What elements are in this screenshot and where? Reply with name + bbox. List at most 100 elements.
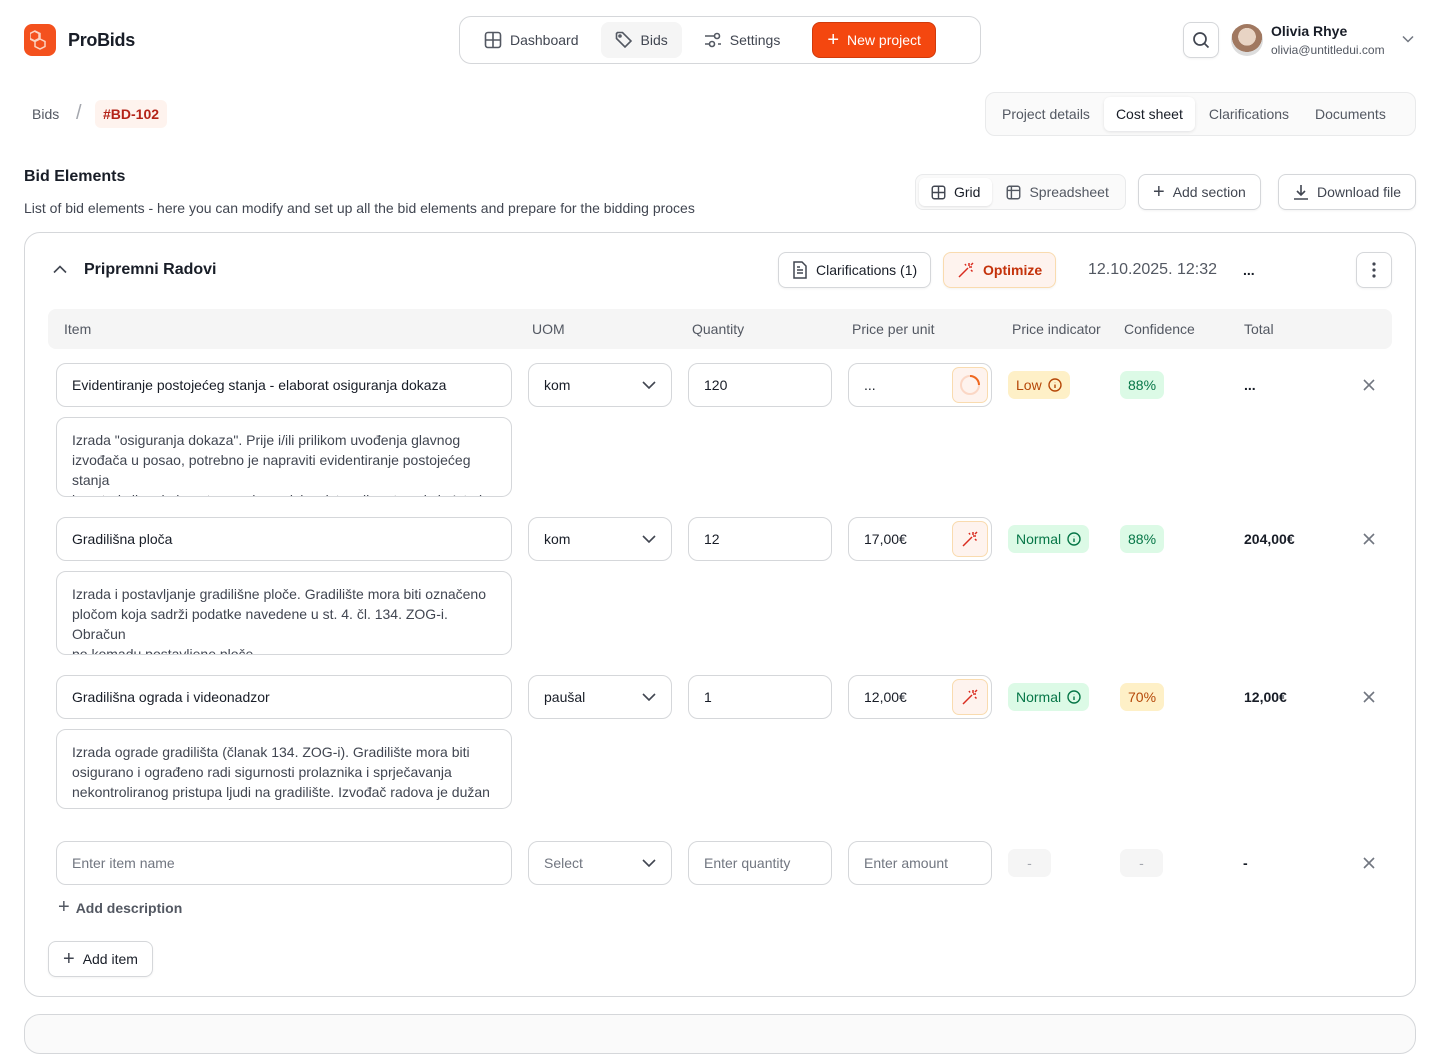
breadcrumb-current[interactable]: #BD-102	[95, 100, 168, 128]
section-timestamp: 12.10.2025. 12:32	[1088, 261, 1218, 278]
uom-select[interactable]: kom	[528, 517, 672, 561]
close-icon[interactable]	[1362, 532, 1376, 546]
item-name-input[interactable]: Enter item name	[56, 841, 512, 885]
close-icon[interactable]	[1362, 856, 1376, 870]
view-label: Grid	[954, 184, 981, 200]
chevron-up-icon[interactable]	[53, 265, 67, 274]
price-input[interactable]: 17,00€	[848, 517, 992, 561]
clarifications-button[interactable]: Clarifications (1)	[778, 252, 932, 288]
view-grid[interactable]: Grid	[919, 178, 993, 206]
grid-icon	[484, 31, 502, 49]
row-total: -	[1243, 855, 1248, 871]
add-item-button[interactable]: + Add item	[48, 941, 153, 977]
breadcrumb-bids[interactable]: Bids	[32, 106, 60, 122]
download-icon	[1294, 185, 1308, 200]
confidence-badge: -	[1120, 849, 1163, 877]
item-name-input[interactable]: Gradilišna ploča	[56, 517, 512, 561]
table-icon	[1006, 185, 1021, 199]
tag-icon	[615, 31, 632, 49]
item-description[interactable]: Izrada "osiguranja dokaza". Prije i/ili …	[56, 417, 512, 497]
add-section-button[interactable]: + Add section	[1138, 174, 1261, 210]
nav-settings[interactable]: Settings	[690, 22, 795, 58]
magic-wand-icon	[962, 689, 978, 705]
price-input[interactable]: Enter amount	[848, 841, 992, 885]
more-options-button[interactable]	[1356, 252, 1392, 288]
user-name: Olivia Rhye	[1271, 23, 1348, 39]
avatar[interactable]	[1231, 24, 1263, 56]
search-icon	[1193, 32, 1210, 49]
tab-project-details[interactable]: Project details	[1002, 106, 1090, 122]
section-card	[24, 232, 1416, 997]
item-description[interactable]: Izrada ograde gradilišta (članak 134. ZO…	[56, 729, 512, 809]
price-indicator-badge[interactable]: Normal	[1008, 683, 1090, 711]
tab-documents[interactable]: Documents	[1315, 106, 1386, 122]
nav-label: Dashboard	[510, 32, 579, 48]
sliders-icon	[704, 32, 721, 48]
price-input[interactable]: 12,00€	[848, 675, 992, 719]
add-description-label: Add description	[75, 899, 183, 916]
clarifications-label: Clarifications (1)	[816, 262, 918, 278]
view-spreadsheet[interactable]: Spreadsheet	[994, 178, 1120, 206]
new-project-button[interactable]: + New project	[812, 22, 936, 58]
quantity-input[interactable]: 1	[688, 675, 832, 719]
uom-select[interactable]: paušal	[528, 675, 672, 719]
item-name-input[interactable]: Evidentiranje postojećeg stanja - elabor…	[56, 363, 512, 407]
price-input[interactable]: ...	[848, 363, 992, 407]
price-loading-button[interactable]	[952, 367, 988, 403]
suggest-price-button[interactable]	[952, 521, 988, 557]
row-total: 12,00€	[1244, 689, 1287, 705]
file-icon	[793, 261, 807, 279]
new-project-label: New project	[847, 32, 921, 48]
column-total: Total	[1244, 321, 1274, 337]
indicator-label: Low	[1016, 377, 1042, 393]
optimize-button[interactable]: Optimize	[943, 252, 1057, 288]
indicator-label: Normal	[1016, 689, 1062, 705]
description-line: Izrada ograde gradilišta (članak 134. ZO…	[72, 744, 470, 760]
magic-wand-icon	[962, 531, 978, 547]
section-name: Pripremni Radovi	[84, 261, 217, 278]
plus-icon: +	[1153, 180, 1165, 203]
info-icon	[1067, 690, 1081, 704]
download-label: Download file	[1317, 184, 1402, 200]
price-indicator-badge[interactable]: Normal	[1008, 525, 1090, 553]
description-line: pločom koja sadrži podatke navedene u st…	[72, 606, 448, 642]
close-icon[interactable]	[1362, 378, 1376, 392]
description-line: Izrada "osiguranja dokaza". Prije i/ili …	[72, 432, 461, 448]
table-header: Item UOM Quantity Price per unit Price i…	[48, 309, 1392, 349]
uom-select[interactable]: Select	[528, 841, 672, 885]
download-file-button[interactable]: Download file	[1278, 174, 1417, 210]
quantity-input[interactable]: Enter quantity	[688, 841, 832, 885]
uom-select[interactable]: kom	[528, 363, 672, 407]
column-quantity: Quantity	[692, 321, 745, 337]
description-line: po komadu postavljene ploče.	[72, 646, 258, 655]
user-email: olivia@untitledui.com	[1271, 43, 1385, 57]
info-icon	[1047, 378, 1062, 392]
description-line: konstrukcije, okolnog terena (parcele), …	[72, 490, 496, 496]
nav-label: Bids	[640, 32, 668, 48]
confidence-badge: 88%	[1120, 525, 1165, 553]
page-title: Bid Elements	[24, 168, 126, 185]
tab-clarifications[interactable]: Clarifications	[1208, 106, 1290, 122]
page-subtitle: List of bid elements - here you can modi…	[24, 200, 695, 216]
tab-cost-sheet[interactable]: Cost sheet	[1103, 97, 1195, 131]
magic-wand-icon	[958, 262, 974, 278]
item-description[interactable]: Izrada i postavljanje gradilišne ploče. …	[56, 571, 512, 655]
chevron-down-icon[interactable]	[1402, 35, 1414, 43]
quantity-input[interactable]: 120	[688, 363, 832, 407]
close-icon[interactable]	[1362, 690, 1376, 704]
column-price-indicator: Price indicator	[1012, 321, 1101, 337]
search-button[interactable]	[1183, 22, 1219, 58]
price-value: ...	[864, 377, 876, 393]
column-confidence: Confidence	[1124, 321, 1195, 337]
suggest-price-button[interactable]	[952, 679, 988, 715]
price-indicator-badge[interactable]: Low	[1008, 371, 1070, 399]
nav-bids[interactable]: Bids	[600, 22, 682, 58]
nav-dashboard[interactable]: Dashboard	[470, 22, 593, 58]
add-description-button[interactable]: + Add description	[58, 896, 182, 919]
confidence-badge: 88%	[1120, 371, 1165, 399]
description-line: osigurano i ograđeno radi sigurnosti pro…	[72, 764, 452, 780]
probids-logo[interactable]	[24, 24, 56, 56]
chevron-down-icon	[642, 859, 656, 867]
quantity-input[interactable]: 12	[688, 517, 832, 561]
item-name-input[interactable]: Gradilišna ograda i videonadzor	[56, 675, 512, 719]
